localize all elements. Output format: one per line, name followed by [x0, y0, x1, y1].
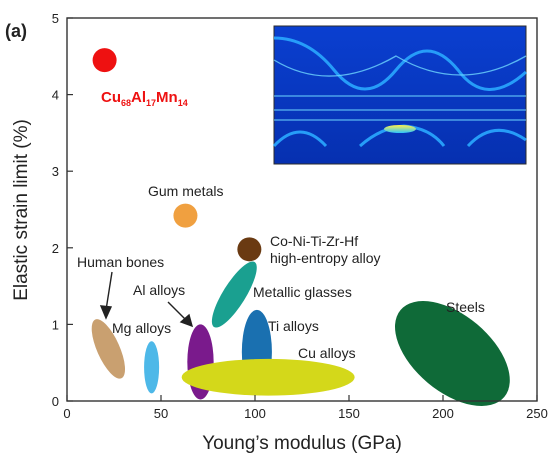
plot-frame: [66, 17, 538, 402]
x-tick-label: 50: [154, 406, 168, 421]
label-cu68al17mn14: Cu68Al17Mn14: [101, 89, 188, 108]
point-cu68al17mn14: [92, 48, 117, 73]
label-al-alloys: Al alloys: [133, 282, 185, 298]
y-axis-ticks: 0 1 2 3 4 5: [52, 11, 73, 409]
inset-strain-map: [272, 25, 528, 165]
region-steels: [395, 301, 510, 406]
region-cu-alloys: [181, 358, 355, 396]
annotations: Cu68Al17Mn14 Gum metals Co-Ni-Ti-Zr-Hf h…: [77, 89, 485, 361]
point-gum-metals: [173, 203, 198, 228]
x-tick-label: 150: [338, 406, 360, 421]
x-tick-label: 100: [244, 406, 266, 421]
y-tick-label: 4: [52, 88, 59, 103]
x-tick-label: 250: [526, 406, 548, 421]
x-axis-ticks: 0 50 100 150 200 250: [63, 395, 548, 421]
y-tick-label: 2: [52, 241, 59, 256]
annotation-arrows: [99, 271, 194, 328]
y-tick-label: 1: [52, 317, 59, 332]
material-regions: [91, 261, 510, 406]
x-tick-label: 0: [63, 406, 70, 421]
label-steels: Steels: [446, 299, 485, 315]
label-gum-metals: Gum metals: [148, 183, 223, 199]
y-axis-title: Elastic strain limit (%): [11, 119, 32, 301]
x-axis-title: Young’s modulus (GPa): [202, 433, 402, 454]
label-metallic-glasses: Metallic glasses: [253, 284, 352, 300]
label-hea-line1: Co-Ni-Ti-Zr-Hf: [270, 233, 358, 249]
x-tick-label: 200: [432, 406, 454, 421]
label-hea-line2: high-entropy alloy: [270, 250, 381, 266]
panel-label: (a): [5, 21, 27, 41]
y-tick-label: 5: [52, 11, 59, 26]
label-mg-alloys: Mg alloys: [112, 320, 171, 336]
region-metallic-glasses: [211, 261, 257, 328]
label-cu-alloys: Cu alloys: [298, 345, 356, 361]
y-tick-label: 3: [52, 164, 59, 179]
region-human-bones: [91, 319, 126, 379]
point-co-ni-ti-zr-hf-high-entropy-alloy: [237, 237, 262, 262]
label-ti-alloys: Ti alloys: [268, 318, 319, 334]
material-points: [92, 48, 262, 262]
y-tick-label: 0: [52, 394, 59, 409]
label-human-bones: Human bones: [77, 254, 164, 270]
region-mg-alloys: [144, 341, 160, 394]
